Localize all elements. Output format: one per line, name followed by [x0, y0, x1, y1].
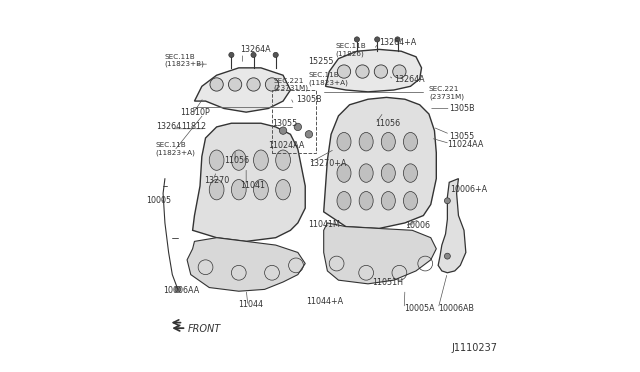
Circle shape [374, 37, 380, 42]
Polygon shape [324, 223, 436, 284]
Text: 11812: 11812 [182, 122, 207, 131]
Circle shape [175, 286, 181, 292]
Text: 11044+A: 11044+A [306, 297, 343, 306]
Text: 11056: 11056 [376, 119, 401, 128]
Text: 10006+A: 10006+A [450, 185, 487, 194]
Text: 11056: 11056 [224, 155, 249, 165]
Ellipse shape [359, 132, 373, 151]
Text: 11810P: 11810P [180, 108, 209, 117]
Circle shape [229, 52, 234, 58]
Text: 10005A: 10005A [404, 304, 435, 313]
Text: SEC.11B
(11823+A): SEC.11B (11823+A) [308, 72, 348, 86]
Text: 11024AA: 11024AA [447, 140, 484, 149]
Ellipse shape [381, 132, 396, 151]
Text: 13055: 13055 [272, 119, 297, 128]
Circle shape [444, 198, 451, 204]
Circle shape [395, 37, 400, 42]
Ellipse shape [276, 180, 291, 200]
Circle shape [356, 65, 369, 78]
Circle shape [266, 78, 278, 91]
Ellipse shape [232, 180, 246, 200]
Text: 11041: 11041 [241, 181, 266, 190]
Text: 11051H: 11051H [372, 278, 403, 287]
Polygon shape [324, 97, 436, 228]
Ellipse shape [209, 150, 224, 170]
Circle shape [393, 65, 406, 78]
Text: SEC.221
(23731M): SEC.221 (23731M) [274, 78, 309, 91]
Ellipse shape [381, 164, 396, 182]
Polygon shape [193, 123, 305, 241]
Text: 13264+A: 13264+A [379, 38, 417, 47]
Ellipse shape [381, 192, 396, 210]
Ellipse shape [359, 164, 373, 182]
Text: SEC.11B
(11826): SEC.11B (11826) [335, 44, 366, 57]
Polygon shape [326, 49, 422, 92]
Circle shape [273, 52, 278, 58]
Circle shape [251, 52, 256, 58]
Ellipse shape [276, 150, 291, 170]
Circle shape [444, 253, 451, 259]
Circle shape [374, 65, 388, 78]
Text: SEC.11B
(11823+A): SEC.11B (11823+A) [156, 142, 196, 156]
Circle shape [280, 127, 287, 134]
Circle shape [228, 78, 242, 91]
Circle shape [210, 78, 223, 91]
Text: 10006: 10006 [405, 221, 430, 230]
Text: 15255: 15255 [308, 57, 333, 66]
Text: 10006AA: 10006AA [163, 286, 199, 295]
Text: 13264A: 13264A [241, 45, 271, 54]
Ellipse shape [359, 192, 373, 210]
Text: SEC.221
(23731M): SEC.221 (23731M) [429, 86, 464, 100]
Ellipse shape [337, 132, 351, 151]
Text: 10006AB: 10006AB [438, 304, 474, 313]
Text: 11024AA: 11024AA [268, 141, 305, 150]
Circle shape [337, 65, 351, 78]
Text: 11041M: 11041M [308, 220, 340, 229]
Text: 13264A: 13264A [394, 75, 424, 84]
Ellipse shape [403, 164, 417, 182]
Polygon shape [195, 68, 291, 112]
Text: SEC.11B
(11823+B): SEC.11B (11823+B) [164, 54, 204, 67]
Text: 1305B: 1305B [449, 104, 475, 113]
Circle shape [247, 78, 260, 91]
Text: J1110237: J1110237 [451, 343, 497, 353]
Ellipse shape [337, 192, 351, 210]
Circle shape [355, 37, 360, 42]
Ellipse shape [337, 164, 351, 182]
Polygon shape [438, 179, 466, 273]
Ellipse shape [253, 150, 268, 170]
Circle shape [305, 131, 312, 138]
Text: 13264: 13264 [156, 122, 181, 131]
Ellipse shape [403, 192, 417, 210]
Text: FRONT: FRONT [188, 324, 221, 334]
Polygon shape [187, 238, 305, 291]
Text: 13055: 13055 [449, 132, 474, 141]
Text: 13270: 13270 [204, 176, 229, 185]
Text: 1305B: 1305B [296, 95, 322, 104]
Ellipse shape [232, 150, 246, 170]
Circle shape [294, 123, 301, 131]
Text: 11044: 11044 [238, 300, 263, 310]
Ellipse shape [253, 180, 268, 200]
Ellipse shape [209, 180, 224, 200]
Text: 13270+A: 13270+A [309, 158, 346, 168]
Text: 10005: 10005 [146, 196, 171, 205]
Ellipse shape [403, 132, 417, 151]
